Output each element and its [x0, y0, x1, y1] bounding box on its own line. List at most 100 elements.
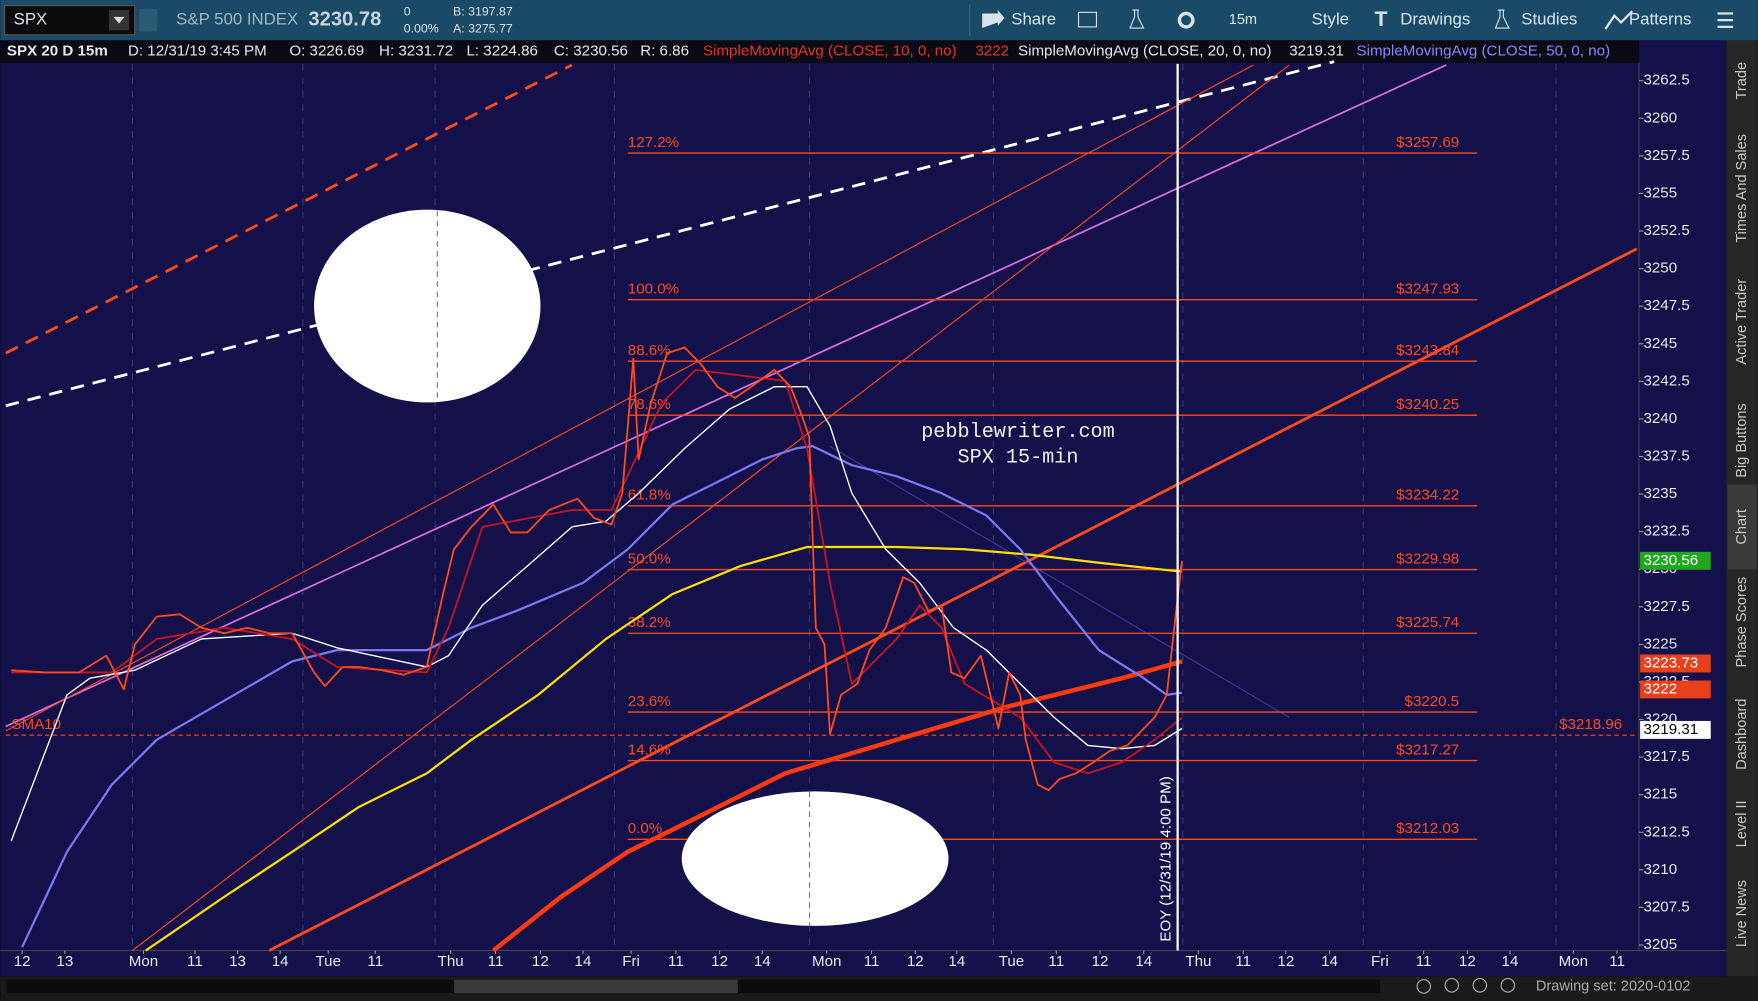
fib-label: 50.0%: [628, 550, 671, 567]
x-tick-label: 11: [367, 953, 383, 970]
ask: A: 3275.77: [453, 21, 513, 35]
drawings-button[interactable]: Drawings: [1400, 10, 1470, 29]
menu-icon[interactable]: [1717, 12, 1734, 29]
price-tag: [1640, 720, 1711, 739]
y-tick-label: 3262.5: [1643, 72, 1689, 89]
sidebar-tab[interactable]: Big Buttons: [1734, 403, 1750, 477]
sidebar-tab[interactable]: Dashboard: [1734, 699, 1750, 770]
sidebar-active: [1727, 484, 1757, 570]
x-tick-label: 11: [1048, 953, 1064, 970]
sidebar-tab[interactable]: Active Trader: [1734, 279, 1750, 365]
y-tick-label: 3237.5: [1643, 447, 1689, 464]
crosshair-button[interactable]: [1416, 979, 1432, 994]
bid: B: 3197.87: [453, 5, 513, 19]
watermark: SPX 15-min: [958, 447, 1079, 470]
y-tick-label: 3232.5: [1643, 523, 1689, 540]
fib-price-label: $3229.98: [1396, 550, 1459, 567]
x-tick-label: 13: [229, 953, 246, 970]
x-tick-label: 11: [1235, 953, 1251, 970]
x-tick-label: Fri: [1371, 953, 1389, 970]
x-tick-label: 11: [1416, 953, 1432, 970]
share-icon: [982, 10, 1005, 29]
drawing-set: Drawing set: 2020-0102: [1536, 978, 1691, 994]
y-tick-label: 3212.5: [1643, 823, 1689, 840]
high: H: 3231.72: [379, 43, 453, 60]
series-line: [145, 545, 1183, 952]
sidebar-tab[interactable]: Phase Scores: [1734, 577, 1750, 668]
x-tick-label: 11: [864, 953, 880, 970]
dropdown-arrow: [113, 16, 125, 24]
x-tick-label: 12: [711, 953, 728, 970]
trendline: [829, 445, 1290, 718]
t-icon: T: [1374, 7, 1387, 31]
timeframe-button[interactable]: 15m: [1229, 12, 1257, 28]
trendline: [5, 64, 1447, 728]
fib-label: 88.6%: [628, 342, 671, 359]
fib-price-label: $3212.03: [1396, 820, 1459, 837]
studies-button[interactable]: Studies: [1521, 10, 1577, 29]
x-tick-label: 14: [575, 953, 592, 970]
fib-price-label: $3234.22: [1396, 487, 1459, 504]
y-tick-label: 3235: [1643, 485, 1677, 502]
fib-label: 0.0%: [628, 820, 662, 837]
last-price: 3230.78: [308, 9, 381, 31]
share-button[interactable]: Share: [1011, 10, 1056, 29]
fib-price-label: $3257.69: [1396, 134, 1459, 151]
zoom-button[interactable]: [1500, 978, 1516, 993]
header-bar: [0, 40, 1639, 63]
x-tick-label: 14: [1135, 953, 1152, 970]
highlight-oval: [314, 209, 541, 403]
symbol-name: S&P 500 INDEX: [176, 10, 298, 29]
series-line: [11, 346, 1183, 792]
style-button[interactable]: Style: [1312, 10, 1349, 29]
x-tick-label: Thu: [1185, 953, 1211, 970]
y-tick-label: 3247.5: [1643, 297, 1689, 314]
price-tag: [1640, 680, 1711, 699]
price-tag-label: 3219.31: [1643, 721, 1698, 738]
fib-label: 38.2%: [628, 614, 671, 631]
sidebar-tab[interactable]: Chart: [1734, 509, 1750, 545]
series-line: [491, 659, 1183, 953]
x-tick-label: 11: [488, 953, 504, 970]
sidebar-tab[interactable]: Live News: [1734, 880, 1750, 947]
link-icon[interactable]: [139, 8, 158, 32]
zoom-out-button[interactable]: [1472, 978, 1488, 993]
scrollbar-thumb[interactable]: [454, 979, 738, 994]
eoy-label: EOY (12/31/19 4:00 PM): [1157, 776, 1174, 941]
fib-price-label: $3247.93: [1396, 281, 1459, 298]
trendline: [5, 60, 1335, 408]
range: R: 6.86: [640, 43, 689, 60]
change-pct: 0.00%: [404, 21, 439, 35]
sidebar-tab[interactable]: Level II: [1734, 800, 1750, 847]
sidebar-tab[interactable]: Times And Sales: [1734, 134, 1750, 243]
series-line: [10, 386, 1183, 841]
x-tick-label: Mon: [812, 953, 841, 970]
screen-icon[interactable]: [1077, 11, 1098, 28]
zoom-in-button[interactable]: [1444, 978, 1460, 993]
y-tick-label: 3252.5: [1643, 222, 1689, 239]
x-tick-label: 14: [272, 953, 289, 970]
flask-icon[interactable]: [1129, 9, 1145, 29]
patterns-button[interactable]: Patterns: [1629, 10, 1692, 29]
fib-price-label: $3225.74: [1396, 614, 1459, 631]
y-tick-label: 3250: [1643, 260, 1677, 277]
price-tag-label: 3222: [1643, 680, 1677, 697]
y-tick-label: 3255: [1643, 184, 1677, 201]
x-tick-label: 12: [1459, 953, 1476, 970]
fib-price-label: $3240.25: [1396, 396, 1459, 413]
symbol: SPX: [14, 10, 48, 29]
x-tick-label: 12: [1277, 953, 1294, 970]
sma20-value: 3219.31: [1289, 43, 1344, 60]
x-tick-label: Tue: [316, 953, 342, 970]
patterns-icon: [1604, 10, 1634, 30]
settings-icon[interactable]: [1177, 11, 1195, 29]
fib-label: 100.0%: [628, 281, 679, 298]
sidebar-tab[interactable]: Trade: [1734, 62, 1750, 100]
sma10-value: 3222: [975, 43, 1009, 60]
fib-label: 23.6%: [628, 693, 671, 710]
x-tick-label: Tue: [999, 953, 1025, 970]
y-tick-label: 3240: [1643, 410, 1677, 427]
x-tick-label: Mon: [1559, 953, 1588, 970]
close: C: 3230.56: [554, 43, 628, 60]
